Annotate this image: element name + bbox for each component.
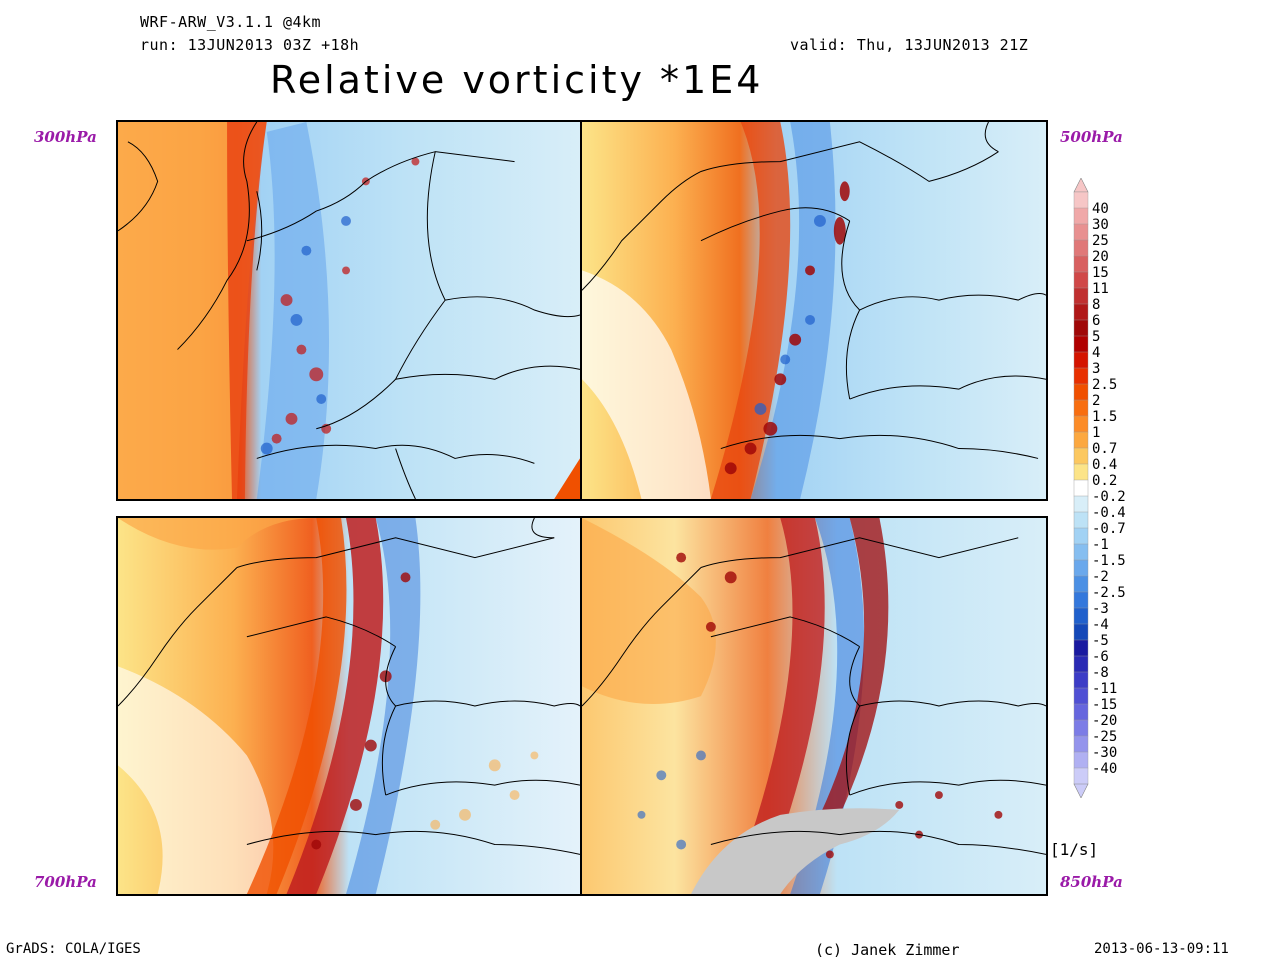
colorbar-tick-label: -8: [1092, 665, 1109, 681]
colorbar-tick-label: -5: [1092, 633, 1109, 649]
level-label-850: 850hPa: [1060, 873, 1123, 891]
colorbar-tick-label: 2.5: [1092, 377, 1117, 393]
colorbar-tick-label: -6: [1092, 649, 1109, 665]
vorticity-field-700: [118, 518, 580, 894]
colorbar-tick-label: -30: [1092, 745, 1117, 761]
colorbar-swatch: [1073, 191, 1089, 209]
colorbar-tick-label: -2.5: [1092, 585, 1126, 601]
colorbar-tick-label: -4: [1092, 617, 1109, 633]
colorbar-tick-label: -25: [1092, 729, 1117, 745]
colorbar-swatch: [1073, 207, 1089, 225]
run-label: run: 13JUN2013 03Z +18h: [140, 36, 360, 54]
map-panel-700hpa: [116, 516, 582, 896]
colorbar-tick-label: -3: [1092, 601, 1109, 617]
colorbar-tick-label: 1.5: [1092, 409, 1117, 425]
colorbar-swatch: [1073, 687, 1089, 705]
colorbar-tick-label: 5: [1092, 329, 1100, 345]
colorbar-tick-label: -40: [1092, 761, 1117, 777]
author-credit: (c) Janek Zimmer: [815, 941, 960, 959]
colorbar-swatch: [1073, 703, 1089, 721]
colorbar-tick-label: 3: [1092, 361, 1100, 377]
vorticity-colorbar: 403025201511865432.521.510.70.40.2-0.2-0…: [1073, 178, 1126, 798]
colorbar-tick-label: 8: [1092, 297, 1100, 313]
colorbar-arrow-max: [1073, 178, 1089, 193]
generated-timestamp: 2013-06-13-09:11: [1094, 941, 1229, 957]
colorbar-tick-label: -0.2: [1092, 489, 1126, 505]
colorbar-tick-label: -11: [1092, 681, 1117, 697]
colorbar-tick-label: 40: [1092, 201, 1109, 217]
colorbar-tick-label: 30: [1092, 217, 1109, 233]
colorbar-tick-label: -2: [1092, 569, 1109, 585]
map-title: Relative vorticity *1E4: [270, 58, 764, 102]
colorbar-swatch: [1073, 223, 1089, 241]
colorbar-tick-label: -0.4: [1092, 505, 1126, 521]
colorbar-swatch: [1073, 431, 1089, 449]
colorbar-swatch: [1073, 351, 1089, 369]
colorbar-swatch: [1073, 751, 1089, 769]
vorticity-field-300: [118, 122, 580, 499]
model-label: WRF-ARW_V3.1.1 @4km: [140, 13, 322, 31]
colorbar-swatch: [1073, 719, 1089, 737]
colorbar-swatch: [1073, 607, 1089, 625]
map-panel-850hpa: [580, 516, 1048, 896]
colorbar-swatch: [1073, 367, 1089, 385]
colorbar-tick-label: 15: [1092, 265, 1109, 281]
colorbar-swatch: [1073, 415, 1089, 433]
colorbar-tick-label: 2: [1092, 393, 1100, 409]
vorticity-field-850: [582, 518, 1046, 894]
colorbar-swatch: [1073, 479, 1089, 497]
colorbar-tick-label: -20: [1092, 713, 1117, 729]
colorbar-tick-label: -1.5: [1092, 553, 1126, 569]
colorbar-swatch: [1073, 447, 1089, 465]
software-credit: GrADS: COLA/IGES: [6, 941, 141, 957]
colorbar-tick-label: 0.2: [1092, 473, 1117, 489]
colorbar-swatch: [1073, 575, 1089, 593]
colorbar-swatch: [1073, 511, 1089, 529]
colorbar-swatch: [1073, 335, 1089, 353]
colorbar-swatch: [1073, 591, 1089, 609]
colorbar-swatch: [1073, 255, 1089, 273]
vorticity-field-500: [582, 122, 1046, 499]
colorbar-swatch: [1073, 399, 1089, 417]
colorbar-tick-label: 4: [1092, 345, 1100, 361]
colorbar-swatch: [1073, 639, 1089, 657]
colorbar-swatch: [1073, 559, 1089, 577]
colorbar-tick-label: 0.7: [1092, 441, 1117, 457]
colorbar-tick-label: -1: [1092, 537, 1109, 553]
colorbar-tick-label: 6: [1092, 313, 1100, 329]
colorbar-tick-label: 25: [1092, 233, 1109, 249]
colorbar-swatch: [1073, 239, 1089, 257]
colorbar-swatch: [1073, 495, 1089, 513]
colorbar-tick-label: 0.4: [1092, 457, 1117, 473]
colorbar-swatch: [1073, 655, 1089, 673]
colorbar-tick-label: 1: [1092, 425, 1100, 441]
level-label-700: 700hPa: [34, 873, 97, 891]
colorbar-swatch: [1073, 383, 1089, 401]
colorbar-swatch: [1073, 623, 1089, 641]
colorbar-swatch: [1073, 287, 1089, 305]
colorbar-tick-label: -0.7: [1092, 521, 1126, 537]
colorbar-tick-label: -15: [1092, 697, 1117, 713]
colorbar-swatch: [1073, 303, 1089, 321]
colorbar-swatch: [1073, 767, 1089, 785]
level-label-500: 500hPa: [1060, 128, 1123, 146]
valid-time-label: valid: Thu, 13JUN2013 21Z: [790, 36, 1029, 54]
colorbar-units: [1/s]: [1050, 840, 1099, 859]
map-panel-300hpa: [116, 120, 582, 501]
colorbar-arrow-min: [1073, 783, 1089, 798]
colorbar-swatch: [1073, 271, 1089, 289]
colorbar-swatch: [1073, 735, 1089, 753]
colorbar-swatch: [1073, 319, 1089, 337]
colorbar-tick-label: 11: [1092, 281, 1109, 297]
colorbar-swatch: [1073, 671, 1089, 689]
colorbar-swatch: [1073, 543, 1089, 561]
level-label-300: 300hPa: [34, 128, 97, 146]
map-panel-500hpa: [580, 120, 1048, 501]
colorbar-swatch: [1073, 527, 1089, 545]
colorbar-swatch: [1073, 463, 1089, 481]
colorbar-tick-label: 20: [1092, 249, 1109, 265]
